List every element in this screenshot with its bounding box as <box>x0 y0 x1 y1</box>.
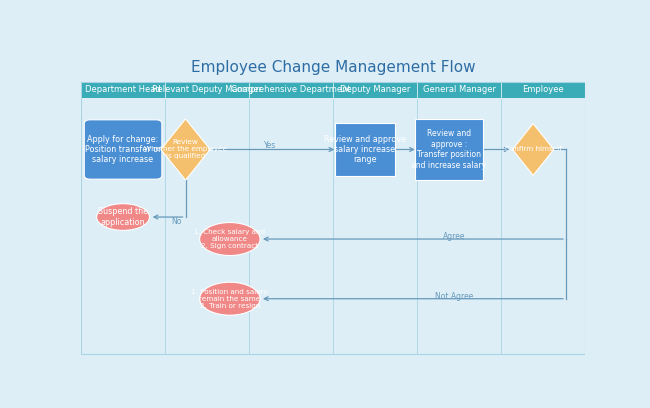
Text: Department Head: Department Head <box>85 85 161 94</box>
Text: Apply for change:
Position transfer or
salary increase: Apply for change: Position transfer or s… <box>84 135 161 164</box>
Polygon shape <box>161 119 210 180</box>
Text: Agree: Agree <box>443 232 465 241</box>
Ellipse shape <box>200 222 260 255</box>
FancyBboxPatch shape <box>81 82 585 98</box>
FancyBboxPatch shape <box>84 120 162 179</box>
Text: Review and approve
salary increase
range: Review and approve salary increase range <box>324 135 406 164</box>
Text: Employee Change Management Flow: Employee Change Management Flow <box>191 60 475 75</box>
Text: Relevant Deputy Manager: Relevant Deputy Manager <box>152 85 262 94</box>
Text: General Manager: General Manager <box>422 85 495 94</box>
Text: 1. Check salary and
allowance
2. Sign contract: 1. Check salary and allowance 2. Sign co… <box>194 229 265 249</box>
Text: Not Agree: Not Agree <box>435 292 473 301</box>
Text: Suspend the
application: Suspend the application <box>98 207 148 227</box>
Text: Comprehensive Department: Comprehensive Department <box>231 85 351 94</box>
FancyBboxPatch shape <box>415 119 483 180</box>
FancyBboxPatch shape <box>335 123 395 176</box>
Text: No: No <box>172 217 182 226</box>
Text: Review
Whether the employee
is qualified: Review Whether the employee is qualified <box>144 140 227 160</box>
Text: Confirm himself: Confirm himself <box>505 146 562 153</box>
Ellipse shape <box>200 282 260 315</box>
Text: Employee: Employee <box>522 85 564 94</box>
Ellipse shape <box>97 204 150 231</box>
Polygon shape <box>512 124 554 175</box>
Text: Yes: Yes <box>264 141 276 150</box>
Text: Review and
approve :
Transfer position
and increase salary: Review and approve : Transfer position a… <box>411 129 487 170</box>
Text: 1. Position and salary
remain the same
2. Train or resign: 1. Position and salary remain the same 2… <box>191 289 268 309</box>
Text: Deputy Manager: Deputy Manager <box>340 85 410 94</box>
